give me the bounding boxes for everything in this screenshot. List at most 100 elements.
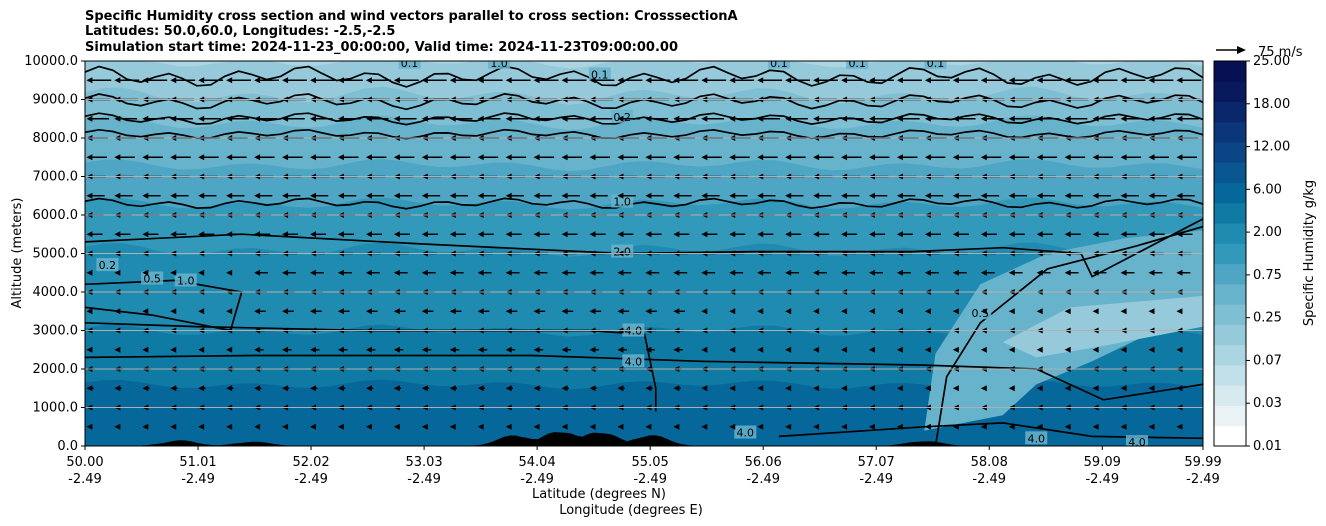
x-tick-label-lat-2: 52.02 bbox=[292, 455, 329, 470]
wind-vector-head bbox=[254, 423, 261, 430]
wind-vector-head bbox=[1120, 77, 1127, 84]
wind-vector-head bbox=[645, 346, 652, 353]
wind-vector-head bbox=[86, 346, 93, 353]
wind-vector-head bbox=[254, 308, 261, 315]
wind-vector-head bbox=[1008, 231, 1015, 238]
wind-vector-head bbox=[198, 77, 205, 84]
wind-vector-head bbox=[114, 346, 121, 353]
wind-vector-head bbox=[198, 154, 205, 161]
wind-vector-head bbox=[589, 192, 596, 199]
wind-vector-head bbox=[868, 154, 875, 161]
wind-vector-head bbox=[421, 231, 428, 238]
colorbar-tick-label-5: 2.00 bbox=[1253, 225, 1282, 240]
wind-vector-head bbox=[1120, 115, 1127, 122]
wind-vector-head bbox=[1008, 154, 1015, 161]
contour-label-bg bbox=[611, 244, 634, 258]
wind-vector-head bbox=[1120, 154, 1127, 161]
wind-vector-head bbox=[617, 115, 624, 122]
wind-vector-head bbox=[114, 269, 121, 276]
wind-vector-head bbox=[785, 346, 792, 353]
wind-vector-head bbox=[1148, 154, 1155, 161]
wind-vector-head bbox=[282, 308, 289, 315]
wind-vector-head bbox=[282, 269, 289, 276]
wind-vector-head bbox=[645, 231, 652, 238]
colorbar-tick-label-9: 25.00 bbox=[1253, 54, 1290, 69]
wind-vector-head bbox=[449, 192, 456, 199]
wind-vector-head bbox=[365, 115, 372, 122]
wind-vector-head bbox=[1148, 269, 1155, 276]
wind-vector-head bbox=[729, 385, 736, 392]
wind-vector-head bbox=[477, 385, 484, 392]
wind-vector-head bbox=[449, 154, 456, 161]
colorbar-tick-label-2: 0.07 bbox=[1253, 353, 1282, 368]
y-axis-label: Altitude (meters) bbox=[10, 198, 25, 309]
wind-vector-head bbox=[170, 231, 177, 238]
colorbar-frame bbox=[1213, 60, 1247, 447]
contour-label-15: 4.0 bbox=[737, 427, 755, 440]
wind-vector-head bbox=[226, 423, 233, 430]
colorbar-segment bbox=[1214, 385, 1246, 406]
wind-vector-head bbox=[757, 231, 764, 238]
wind-vector-head bbox=[226, 269, 233, 276]
wind-vector-head bbox=[1036, 231, 1043, 238]
wind-vector-head bbox=[896, 154, 903, 161]
wind-vector-head bbox=[561, 77, 568, 84]
wind-vector-head bbox=[86, 154, 93, 161]
wind-vector-head bbox=[1120, 385, 1127, 392]
colorbar-tick-label-1: 0.03 bbox=[1253, 396, 1282, 411]
wind-vector-head bbox=[1064, 308, 1071, 315]
chart-title-line-2: Latitudes: 50.0,60.0, Longitudes: -2.5,-… bbox=[85, 24, 396, 39]
wind-vector-head bbox=[645, 192, 652, 199]
wind-vector-head bbox=[114, 423, 121, 430]
wind-vector-head bbox=[617, 308, 624, 315]
wind-vector-head bbox=[785, 308, 792, 315]
wind-vector-head bbox=[533, 77, 540, 84]
wind-vector-head bbox=[924, 308, 931, 315]
wind-vector-head bbox=[337, 231, 344, 238]
wind-vector-head bbox=[868, 346, 875, 353]
wind-vector-head bbox=[673, 346, 680, 353]
wind-vector-head bbox=[421, 115, 428, 122]
wind-vector-head bbox=[365, 77, 372, 84]
wind-vector-head bbox=[1064, 77, 1071, 84]
x-tick-label-lat-9: 59.09 bbox=[1084, 455, 1121, 470]
contour-label-17: 4.0 bbox=[1128, 436, 1146, 449]
wind-vector-head bbox=[477, 77, 484, 84]
x-tick-label-lat-10: 59.99 bbox=[1184, 455, 1221, 470]
wind-vector-head bbox=[170, 192, 177, 199]
wind-vector-head bbox=[980, 308, 987, 315]
x-tick-label-lon-2: -2.49 bbox=[294, 472, 328, 487]
wind-vector-head bbox=[477, 192, 484, 199]
wind-vector-head bbox=[505, 346, 512, 353]
wind-vector-head bbox=[785, 231, 792, 238]
wind-vector-head bbox=[142, 77, 149, 84]
wind-vector-head bbox=[254, 385, 261, 392]
wind-vector-head bbox=[673, 385, 680, 392]
wind-vector-head bbox=[729, 346, 736, 353]
wind-vector-head bbox=[505, 423, 512, 430]
wind-vector-head bbox=[952, 269, 959, 276]
x-tick-label-lon-5: -2.49 bbox=[633, 472, 667, 487]
contour-label-bg bbox=[734, 425, 757, 439]
wind-vector-head bbox=[142, 154, 149, 161]
x-tick-label-lat-3: 53.03 bbox=[405, 455, 442, 470]
wind-vector-head bbox=[980, 231, 987, 238]
wind-vector-head bbox=[924, 115, 931, 122]
wind-vector-head bbox=[226, 308, 233, 315]
wind-vector-head bbox=[421, 423, 428, 430]
x-axis-label-latitude: Latitude (degrees N) bbox=[532, 487, 666, 502]
wind-vector-head bbox=[393, 115, 400, 122]
wind-vector-head bbox=[841, 154, 848, 161]
wind-vector-head bbox=[868, 269, 875, 276]
wind-vector-head bbox=[1176, 192, 1183, 199]
wind-vector-head bbox=[589, 423, 596, 430]
wind-vector-head bbox=[952, 346, 959, 353]
wind-vector-head bbox=[617, 77, 624, 84]
wind-vector-head bbox=[393, 346, 400, 353]
wind-vector-head bbox=[142, 231, 149, 238]
wind-vector-head bbox=[924, 77, 931, 84]
wind-vector-head bbox=[1064, 269, 1071, 276]
wind-vector-head bbox=[1008, 385, 1015, 392]
wind-vector-head bbox=[282, 346, 289, 353]
wind-vector-head bbox=[505, 154, 512, 161]
